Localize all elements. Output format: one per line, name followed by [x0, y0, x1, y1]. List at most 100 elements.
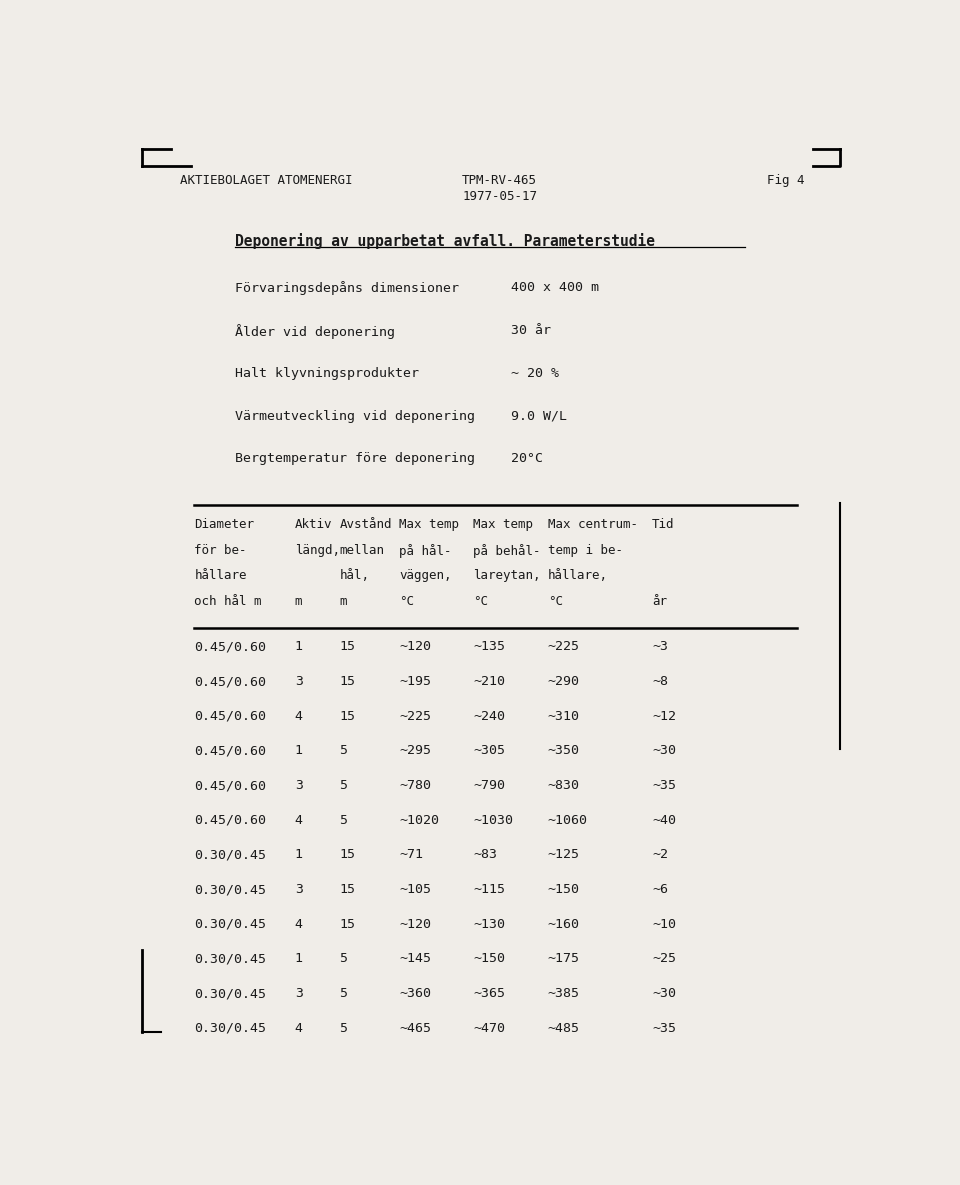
- Text: 1: 1: [295, 640, 302, 653]
- Text: Värmeutveckling vid deponering: Värmeutveckling vid deponering: [235, 410, 475, 423]
- Text: på behål-: på behål-: [473, 544, 540, 558]
- Text: ~135: ~135: [473, 640, 505, 653]
- Text: 15: 15: [340, 848, 355, 861]
- Text: hållare,: hållare,: [548, 569, 608, 582]
- Text: 0.30/0.45: 0.30/0.45: [194, 987, 266, 1000]
- Text: 3: 3: [295, 675, 302, 688]
- Text: ~125: ~125: [548, 848, 580, 861]
- Text: lareytan,: lareytan,: [473, 569, 540, 582]
- Text: ~1020: ~1020: [399, 814, 439, 827]
- Text: 4: 4: [295, 1021, 302, 1035]
- Text: ~310: ~310: [548, 710, 580, 723]
- Text: ~35: ~35: [652, 779, 676, 792]
- Text: ~30: ~30: [652, 987, 676, 1000]
- Text: ~1030: ~1030: [473, 814, 514, 827]
- Text: 30 år: 30 år: [511, 324, 551, 337]
- Text: 5: 5: [340, 953, 348, 966]
- Text: 9.0 W/L: 9.0 W/L: [511, 410, 566, 423]
- Text: ~150: ~150: [473, 953, 505, 966]
- Text: hållare: hållare: [194, 569, 247, 582]
- Text: ~465: ~465: [399, 1021, 431, 1035]
- Text: Max centrum-: Max centrum-: [548, 518, 637, 531]
- Text: ~6: ~6: [652, 883, 668, 896]
- Text: ~225: ~225: [548, 640, 580, 653]
- Text: 4: 4: [295, 710, 302, 723]
- Text: ~145: ~145: [399, 953, 431, 966]
- Text: ~195: ~195: [399, 675, 431, 688]
- Text: 0.30/0.45: 0.30/0.45: [194, 848, 266, 861]
- Text: ~71: ~71: [399, 848, 423, 861]
- Text: 15: 15: [340, 640, 355, 653]
- Text: ~350: ~350: [548, 744, 580, 757]
- Text: ~160: ~160: [548, 917, 580, 930]
- Text: 0.45/0.60: 0.45/0.60: [194, 675, 266, 688]
- Text: Aktiv: Aktiv: [295, 518, 332, 531]
- Text: ~150: ~150: [548, 883, 580, 896]
- Text: ~83: ~83: [473, 848, 497, 861]
- Text: AKTIEBOLAGET ATOMENERGI: AKTIEBOLAGET ATOMENERGI: [180, 174, 352, 187]
- Text: 5: 5: [340, 987, 348, 1000]
- Text: Deponering av upparbetat avfall. Parameterstudie: Deponering av upparbetat avfall. Paramet…: [235, 233, 656, 250]
- Text: °C: °C: [548, 595, 563, 608]
- Text: ~10: ~10: [652, 917, 676, 930]
- Text: ~780: ~780: [399, 779, 431, 792]
- Text: 20°C: 20°C: [511, 453, 542, 466]
- Text: temp i be-: temp i be-: [548, 544, 623, 557]
- Text: 15: 15: [340, 883, 355, 896]
- Text: ~8: ~8: [652, 675, 668, 688]
- Text: ~790: ~790: [473, 779, 505, 792]
- Text: 3: 3: [295, 883, 302, 896]
- Text: år: år: [652, 595, 667, 608]
- Text: ~40: ~40: [652, 814, 676, 827]
- Text: ~290: ~290: [548, 675, 580, 688]
- Text: 0.30/0.45: 0.30/0.45: [194, 883, 266, 896]
- Text: ~365: ~365: [473, 987, 505, 1000]
- Text: °C: °C: [399, 595, 414, 608]
- Text: Max temp: Max temp: [473, 518, 534, 531]
- Text: och hål m: och hål m: [194, 595, 262, 608]
- Text: ~470: ~470: [473, 1021, 505, 1035]
- Text: ~ 20 %: ~ 20 %: [511, 366, 559, 379]
- Text: TPM-RV-465: TPM-RV-465: [463, 174, 538, 187]
- Text: ~25: ~25: [652, 953, 676, 966]
- Text: 4: 4: [295, 814, 302, 827]
- Text: ~130: ~130: [473, 917, 505, 930]
- Text: 0.45/0.60: 0.45/0.60: [194, 640, 266, 653]
- Text: ~175: ~175: [548, 953, 580, 966]
- Text: Förvaringsdepåns dimensioner: Förvaringsdepåns dimensioner: [235, 281, 459, 295]
- Text: 400 x 400 m: 400 x 400 m: [511, 281, 599, 294]
- Text: ~2: ~2: [652, 848, 668, 861]
- Text: 15: 15: [340, 917, 355, 930]
- Text: på hål-: på hål-: [399, 544, 451, 558]
- Text: mellan: mellan: [340, 544, 384, 557]
- Text: Diameter: Diameter: [194, 518, 254, 531]
- Text: 5: 5: [340, 1021, 348, 1035]
- Text: 0.45/0.60: 0.45/0.60: [194, 814, 266, 827]
- Text: 3: 3: [295, 987, 302, 1000]
- Text: ~830: ~830: [548, 779, 580, 792]
- Text: 1: 1: [295, 744, 302, 757]
- Text: 0.30/0.45: 0.30/0.45: [194, 917, 266, 930]
- Text: 0.45/0.60: 0.45/0.60: [194, 710, 266, 723]
- Text: ~115: ~115: [473, 883, 505, 896]
- Text: ~12: ~12: [652, 710, 676, 723]
- Text: 1: 1: [295, 953, 302, 966]
- Text: ~120: ~120: [399, 917, 431, 930]
- Text: hål,: hål,: [340, 569, 370, 582]
- Text: ~485: ~485: [548, 1021, 580, 1035]
- Text: väggen,: väggen,: [399, 569, 451, 582]
- Text: ~30: ~30: [652, 744, 676, 757]
- Text: ~105: ~105: [399, 883, 431, 896]
- Text: ~305: ~305: [473, 744, 505, 757]
- Text: Tid: Tid: [652, 518, 675, 531]
- Text: 0.30/0.45: 0.30/0.45: [194, 953, 266, 966]
- Text: ~295: ~295: [399, 744, 431, 757]
- Text: 0.45/0.60: 0.45/0.60: [194, 779, 266, 792]
- Text: 15: 15: [340, 710, 355, 723]
- Text: ~385: ~385: [548, 987, 580, 1000]
- Text: längd,: längd,: [295, 544, 340, 557]
- Text: ~35: ~35: [652, 1021, 676, 1035]
- Text: Avstånd: Avstånd: [340, 518, 392, 531]
- Text: 3: 3: [295, 779, 302, 792]
- Text: 0.30/0.45: 0.30/0.45: [194, 1021, 266, 1035]
